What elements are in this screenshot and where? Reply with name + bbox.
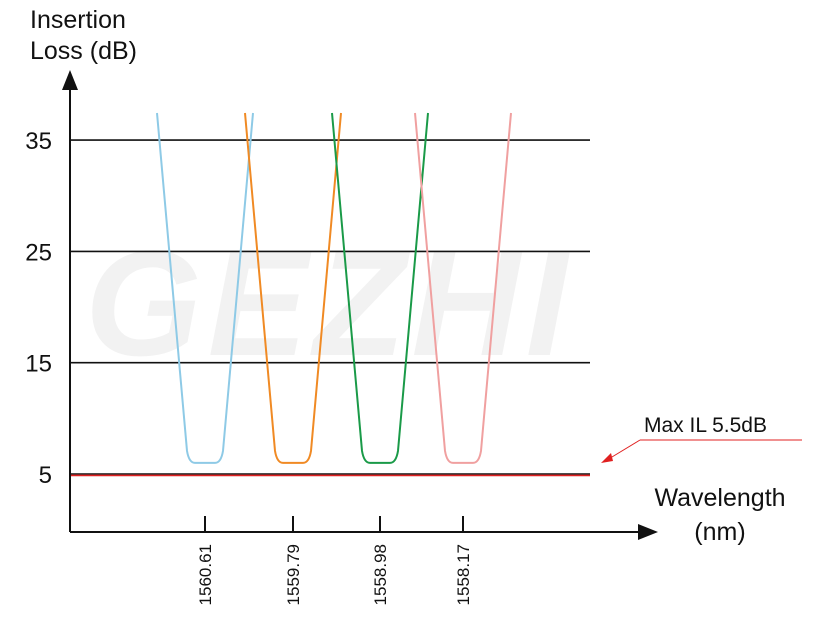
series-line xyxy=(156,112,254,464)
x-axis-title-line: (nm) xyxy=(694,518,745,546)
max-il-annotation: Max IL 5.5dB xyxy=(644,414,767,437)
x-tick-label: 1558.17 xyxy=(454,544,473,605)
y-axis-title-line: Insertion xyxy=(30,6,126,34)
y-axis-title: Insertion Loss (dB) xyxy=(30,6,137,65)
x-tick-label: 1558.98 xyxy=(371,544,390,605)
x-axis-title: Wavelength (nm) xyxy=(654,484,785,546)
annotation-arrowhead xyxy=(601,453,613,463)
y-tick-label: 25 xyxy=(25,239,52,266)
y-tick-label: 5 xyxy=(39,462,52,489)
x-tick-label: 1559.79 xyxy=(284,544,303,605)
y-tick-label: 15 xyxy=(25,351,52,378)
y-axis-title-line: Loss (dB) xyxy=(30,37,137,65)
series-line xyxy=(331,112,429,464)
series-line xyxy=(414,112,512,464)
y-tick-label: 35 xyxy=(25,128,52,155)
x-axis-title-line: Wavelength xyxy=(654,484,785,512)
x-tick-label: 1560.61 xyxy=(196,544,215,605)
series-line xyxy=(244,112,342,464)
watermark-logo: GEZHI xyxy=(85,219,573,387)
annotation-leader xyxy=(606,439,641,461)
